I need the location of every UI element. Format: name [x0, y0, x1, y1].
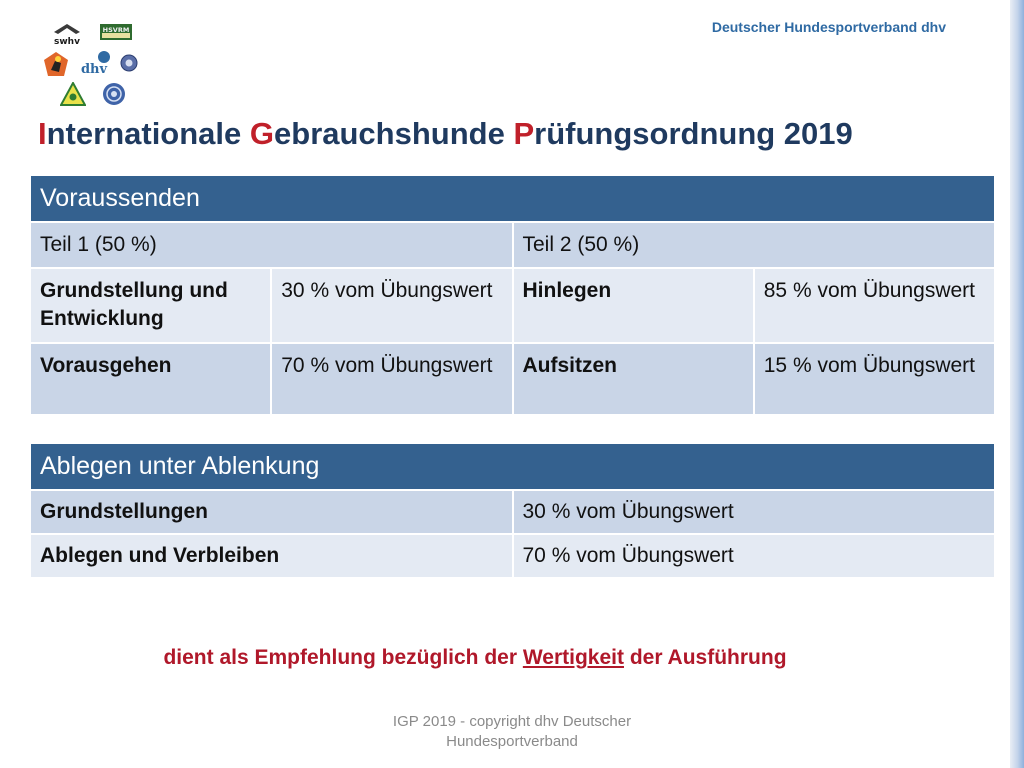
organization-name: Deutscher Hundesportverband dhv [711, 19, 946, 35]
triangle-logo [59, 80, 87, 106]
recommendation-note: dient als Empfehlung bezüglich der Werti… [0, 646, 950, 670]
weight-cell: 30 % vom Übungswert [270, 267, 514, 344]
round-emblem-logo [120, 54, 138, 72]
table-row: Grundstellung und Entwicklung 30 % vom Ü… [28, 267, 997, 344]
weight-cell: 30 % vom Übungswert [511, 488, 996, 536]
table-row: Vorausgehen 70 % vom Übungswert Aufsitze… [28, 341, 997, 416]
note-underlined-word: Wertigkeit [522, 646, 624, 669]
weight-cell: 70 % vom Übungswert [511, 533, 996, 580]
dhv-logo: dhv [78, 50, 112, 77]
dog-emblem-logo [42, 50, 70, 78]
exercise-cell: Grundstellungen [29, 488, 514, 536]
teil-2-header: Teil 2 (50 %) [511, 220, 996, 270]
blue-seal-logo [102, 82, 126, 106]
footer-line-2: Hundesportverband [446, 733, 578, 751]
hsvrm-logo-text: HSVRM [103, 26, 130, 34]
title-word-gebrauchshunde: ebrauchshunde [274, 116, 514, 151]
slide-edge-gradient [1010, 0, 1024, 768]
teil-1-header: Teil 1 (50 %) [29, 220, 514, 270]
title-initial-i: I [38, 116, 47, 151]
title-initial-p: P [513, 116, 535, 151]
title-word-pruefungsordnung: rüfungsordnung 2019 [534, 116, 853, 151]
note-text-end: der Ausführung [623, 646, 787, 669]
exercise-cell: Ablegen und Verbleiben [29, 533, 514, 580]
title-initial-g: G [249, 116, 275, 151]
ablegen-header: Ablegen unter Ablenkung [29, 442, 996, 491]
hsvrm-logo: HSVRM [100, 24, 132, 40]
logo-cluster: swhv HSVRM dhv [38, 20, 148, 112]
table-row: Ablegen und Verbleiben 70 % vom Übungswe… [29, 533, 996, 580]
voraussenden-table: Voraussenden Teil 1 (50 %) Teil 2 (50 %)… [28, 174, 997, 416]
page-title: Internationale Gebrauchshunde Prüfungsor… [38, 116, 853, 152]
exercise-cell: Aufsitzen [511, 341, 755, 416]
title-word-internationale: nternationale [46, 116, 250, 151]
ablegen-table: Ablegen unter Ablenkung Grundstellungen … [29, 442, 996, 580]
swhv-logo-text: swhv [54, 37, 80, 46]
voraussenden-header: Voraussenden [29, 174, 996, 223]
weight-cell: 85 % vom Übungswert [752, 267, 997, 344]
footer-copyright: IGP 2019 - copyright dhv Deutscher Hunde… [312, 712, 712, 753]
exercise-cell: Grundstellung und Entwicklung [28, 267, 273, 344]
weight-cell: 70 % vom Übungswert [270, 341, 514, 416]
footer-line-1: IGP 2019 - copyright dhv Deutscher [392, 713, 632, 730]
swhv-logo: swhv [52, 24, 82, 47]
note-text-start: dient als Empfehlung bezüglich der [163, 646, 523, 669]
weight-cell: 15 % vom Übungswert [752, 341, 997, 416]
table-row: Grundstellungen 30 % vom Übungswert [29, 488, 996, 536]
dhv-logo-text: dhv [81, 62, 108, 76]
exercise-cell: Vorausgehen [28, 341, 273, 416]
exercise-cell: Hinlegen [511, 267, 755, 344]
